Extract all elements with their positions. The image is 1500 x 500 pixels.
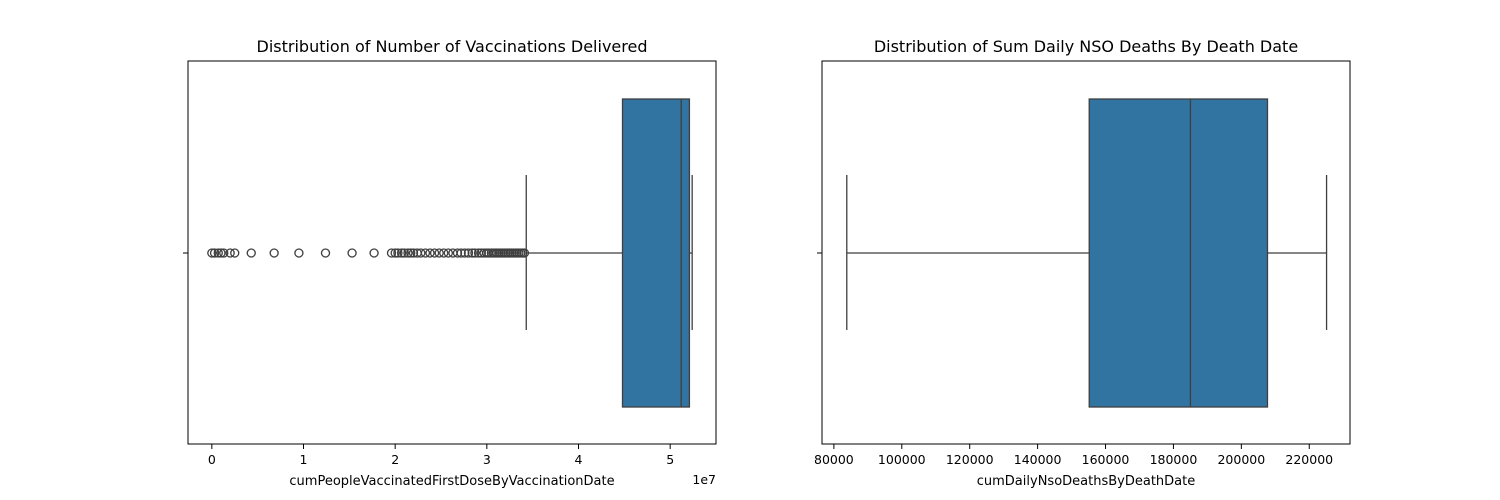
left-x-tick-label: 2	[391, 452, 399, 467]
right-x-tick-label: 120000	[946, 452, 994, 467]
left-outlier-point	[460, 248, 470, 258]
left-outlier-point	[443, 248, 453, 258]
left-outlier-point	[470, 248, 480, 258]
right-x-tick-label: 140000	[1014, 452, 1062, 467]
right-x-tick-label: 100000	[878, 452, 926, 467]
left-outlier-point	[225, 248, 235, 258]
right-x-tick-label: 220000	[1285, 452, 1333, 467]
right-x-tick-label: 160000	[1082, 452, 1130, 467]
left-outlier-point	[213, 248, 223, 258]
left-outlier-point	[246, 248, 256, 258]
left-outlier-point	[347, 248, 357, 258]
left-outlier-point	[408, 248, 419, 258]
left-chart-panel: Distribution of Number of Vaccinations D…	[183, 37, 717, 489]
left-outlier-point	[209, 248, 220, 258]
left-outlier-point	[429, 248, 440, 258]
right-x-tick-label: 80000	[814, 452, 854, 467]
right-chart-title: Distribution of Sum Daily NSO Deaths By …	[874, 37, 1298, 56]
right-x-ticks: 80000 100000 120000 140000 160000 180000 20000…	[814, 444, 1333, 467]
right-x-tick-label: 180000	[1150, 452, 1198, 467]
left-x-tick-label: 3	[483, 452, 491, 467]
right-chart-panel: Distribution of Sum Daily NSO Deaths By …	[814, 37, 1351, 489]
left-x-tick-label: 5	[666, 452, 674, 467]
left-scale-exponent: 1e7	[692, 472, 716, 487]
left-outlier-point	[369, 248, 379, 258]
left-plot-area	[207, 98, 693, 408]
left-outlier-point	[207, 248, 217, 258]
left-outlier-point	[519, 248, 530, 258]
left-outlier-point	[396, 248, 407, 258]
left-x-tick-label: 4	[575, 452, 583, 467]
left-outlier-point	[463, 248, 474, 258]
left-chart-title: Distribution of Number of Vaccinations D…	[257, 37, 648, 56]
left-outlier-point	[403, 248, 413, 258]
left-x-tick-label: 1	[300, 452, 308, 467]
left-outlier-point	[439, 248, 449, 258]
left-outlier-point	[269, 248, 279, 258]
left-outlier-point	[425, 248, 435, 258]
left-outlier-point	[399, 248, 409, 258]
left-outlier-point	[456, 248, 466, 258]
left-outlier-point	[219, 248, 229, 258]
left-outlier-point	[476, 248, 486, 258]
left-box	[621, 98, 691, 408]
left-x-axis-label: cumPeopleVaccinatedFirstDoseByVaccinatio…	[289, 474, 614, 489]
left-outlier-point	[294, 248, 304, 258]
left-outlier-point	[479, 248, 489, 258]
left-outlier-point	[420, 248, 431, 258]
left-outlier-point	[452, 248, 463, 258]
left-outlier-point	[467, 248, 477, 258]
left-x-ticks: 0 1 2 3 4 5	[208, 444, 674, 467]
left-outlier-point	[416, 248, 426, 258]
left-outlier-point	[230, 248, 240, 258]
left-outlier-point	[434, 248, 444, 258]
left-outlier-point	[406, 248, 416, 258]
left-outlier-point	[390, 248, 400, 258]
right-box	[1088, 98, 1269, 408]
left-outlier-point	[393, 248, 403, 258]
left-outlier-point	[320, 248, 331, 258]
right-x-tick-label: 200000	[1217, 452, 1265, 467]
right-x-axis-label: cumDailyNsoDeathsByDeathDate	[977, 474, 1195, 489]
right-plot-area	[846, 98, 1328, 408]
left-outlier-point	[386, 248, 397, 258]
left-outlier-point	[216, 248, 226, 258]
left-x-tick-label: 0	[208, 452, 216, 467]
